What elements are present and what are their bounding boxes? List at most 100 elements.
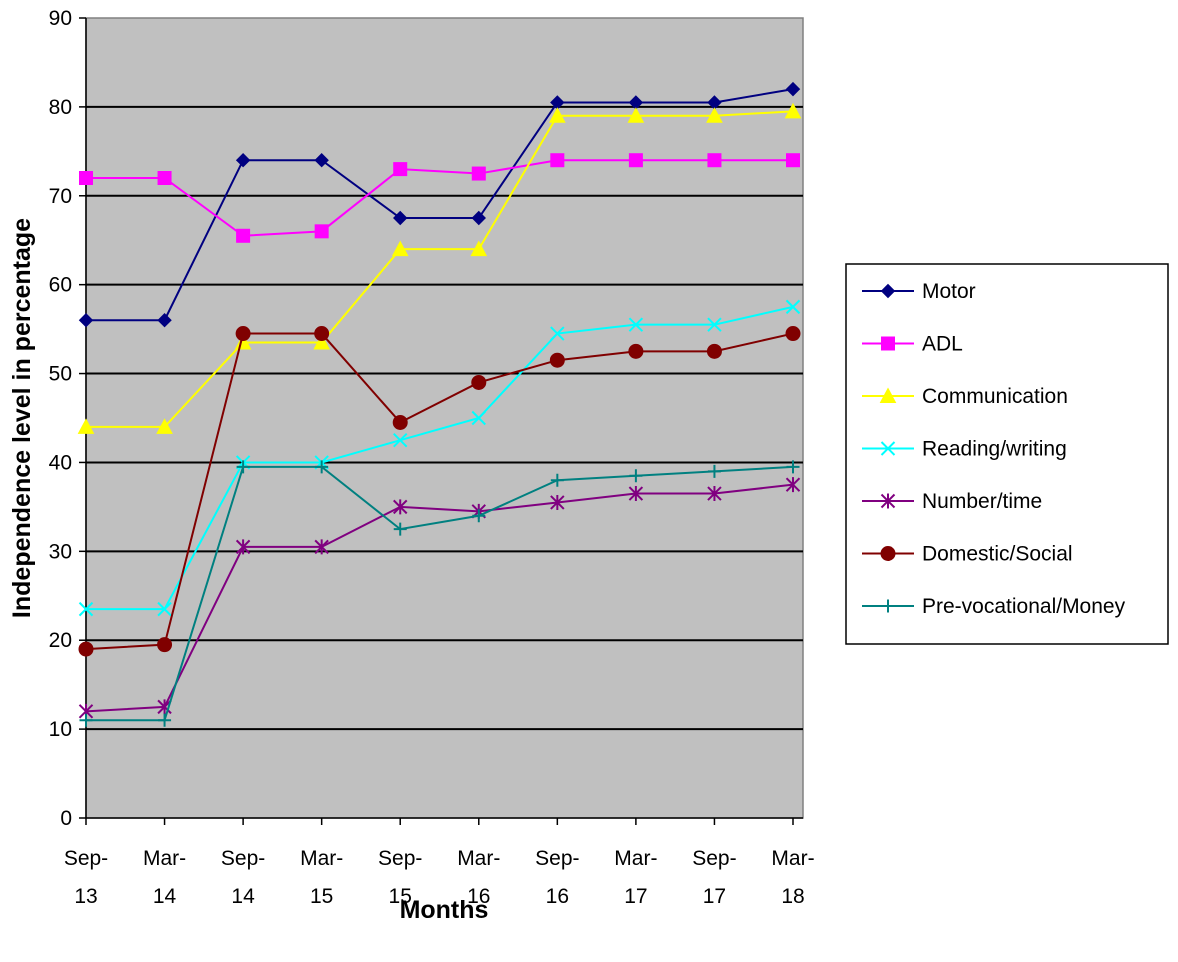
- series-adl: [79, 153, 800, 243]
- axes: [79, 17, 803, 825]
- data-point: [550, 494, 565, 510]
- data-point: [785, 299, 801, 315]
- legend-item: Motor: [862, 280, 976, 303]
- series-layer: [77, 81, 802, 727]
- series-line: [86, 465, 794, 722]
- data-point: [628, 317, 644, 332]
- legend-marker: [880, 493, 896, 509]
- x-tick-label-top: Mar-: [143, 847, 186, 870]
- data-point: [157, 699, 172, 715]
- legend-item: Number/time: [862, 490, 1042, 513]
- data-point: [550, 473, 564, 487]
- legend-item: Communication: [862, 385, 1068, 408]
- data-point: [471, 374, 487, 390]
- data-point: [707, 486, 722, 502]
- data-point: [392, 414, 408, 430]
- x-tick-label-bottom: 15: [310, 885, 333, 908]
- legend-item: ADL: [862, 333, 963, 356]
- data-point: [471, 166, 486, 181]
- x-tick-label-top: Mar-: [457, 847, 500, 870]
- data-point: [393, 210, 408, 226]
- legend-label: Reading/writing: [922, 438, 1067, 461]
- data-point: [236, 460, 250, 474]
- x-tick-label-top: Mar-: [300, 847, 343, 870]
- data-point: [471, 410, 486, 426]
- x-tick-label-top: Mar-: [614, 847, 657, 870]
- legend-box: [845, 263, 1169, 645]
- data-point: [393, 433, 408, 448]
- data-point: [78, 641, 94, 657]
- data-point: [236, 228, 251, 243]
- data-point: [156, 418, 173, 434]
- data-point: [786, 153, 800, 168]
- y-tick-label: 70: [49, 185, 72, 208]
- data-point: [315, 460, 329, 474]
- legend-marker: [881, 599, 895, 613]
- y-tick-labels: 0 10 20 30 40 50 60 70 80 90: [49, 7, 72, 830]
- data-point: [235, 326, 251, 342]
- data-point: [77, 418, 95, 434]
- data-point: [79, 171, 93, 185]
- series-motor: [78, 81, 801, 328]
- data-point: [313, 333, 331, 350]
- y-tick-label: 50: [49, 363, 72, 386]
- data-point: [629, 469, 643, 483]
- data-point: [628, 153, 643, 168]
- x-axis-title: Months: [400, 896, 489, 924]
- x-tick-label-top: Sep-: [64, 847, 108, 870]
- x-tick-label-bottom: 16: [467, 885, 490, 908]
- y-axis-title: Independence level in percentage: [8, 218, 36, 618]
- x-tick-label-top: Sep-: [692, 847, 736, 870]
- y-tick-label: 0: [60, 807, 72, 830]
- y-tick-label: 10: [49, 718, 72, 741]
- x-tick-label-bottom: 14: [231, 885, 255, 908]
- legend-label: Pre-vocational/Money: [922, 595, 1126, 618]
- data-point: [784, 102, 802, 119]
- data-point: [79, 713, 93, 727]
- legend-label: Domestic/Social: [922, 543, 1073, 566]
- data-point: [628, 343, 644, 359]
- data-point: [707, 153, 722, 168]
- legend-marker: [880, 441, 896, 456]
- data-point: [706, 343, 722, 359]
- data-point: [157, 171, 172, 185]
- series-line: [85, 332, 794, 651]
- data-point: [707, 464, 721, 478]
- data-point: [157, 313, 172, 328]
- legend-marker: [880, 283, 896, 299]
- data-point: [157, 637, 173, 653]
- x-tick-label-top: Mar-: [771, 847, 814, 870]
- data-point: [158, 713, 172, 727]
- x-tick-label-bottom: 17: [624, 885, 647, 908]
- x-tick-label-bottom: 16: [546, 885, 569, 908]
- data-point: [391, 240, 409, 257]
- y-tick-label: 30: [49, 540, 72, 563]
- data-point: [472, 509, 486, 523]
- data-point: [786, 460, 800, 474]
- series-line: [86, 110, 794, 428]
- series-line: [86, 88, 794, 322]
- data-point: [628, 486, 644, 502]
- data-point: [314, 539, 329, 555]
- data-point: [785, 81, 801, 97]
- y-tick-label: 20: [49, 629, 72, 652]
- series-pre-vocational-money: [79, 460, 800, 727]
- legend: Motor ADL Communication Reading/writing Numb…: [845, 263, 1169, 645]
- series-reading-writing: [78, 299, 801, 617]
- legend-label: Communication: [922, 385, 1068, 408]
- x-tick-label-top: Sep-: [378, 847, 422, 870]
- data-point: [393, 522, 407, 536]
- x-tick-label-top: Sep-: [221, 847, 265, 870]
- data-point: [393, 162, 408, 177]
- data-point: [157, 601, 172, 617]
- data-point: [706, 107, 723, 123]
- data-point: [314, 153, 329, 168]
- data-point: [78, 601, 94, 617]
- x-tick-labels: Sep- 13 Mar- 14 Sep- 14 Mar- 15 Sep- 15 Mar- 16 Sep-…: [64, 847, 815, 908]
- data-point: [235, 153, 251, 168]
- data-point: [549, 352, 565, 368]
- legend-items: Motor ADL Communication Reading/writing Numb…: [862, 280, 1126, 618]
- y-tick-label: 60: [49, 274, 72, 297]
- series-line: [86, 159, 793, 237]
